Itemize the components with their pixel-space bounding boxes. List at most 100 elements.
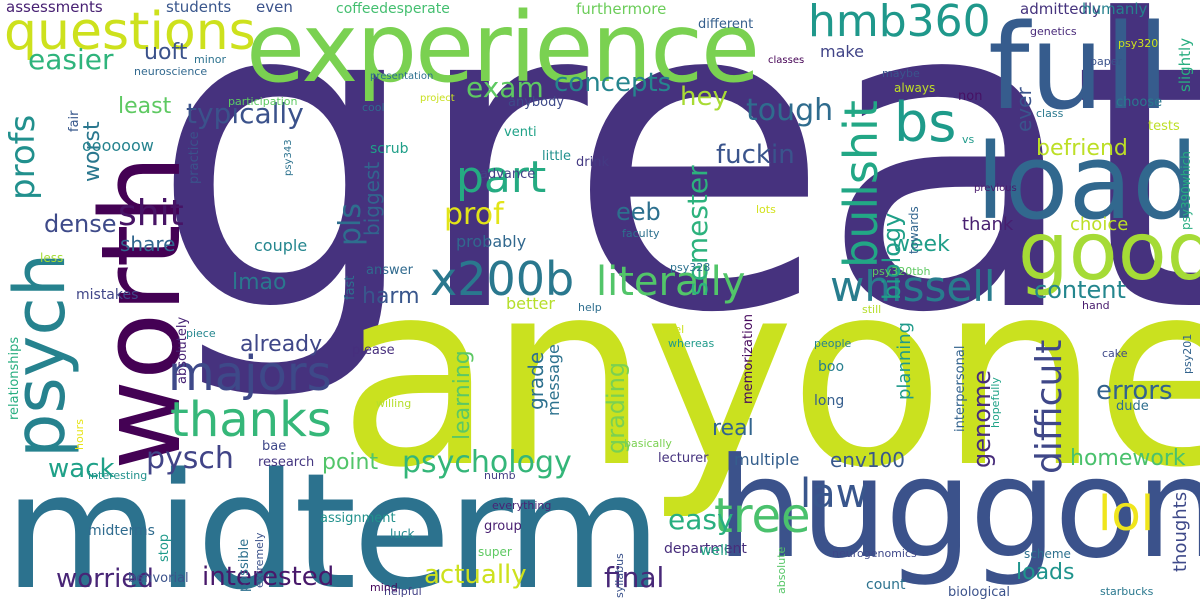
- word: behvorial: [128, 571, 189, 586]
- word: mistakes: [76, 287, 139, 303]
- word: least: [118, 94, 172, 119]
- word: probably: [456, 232, 527, 251]
- word: drink: [576, 155, 609, 170]
- word: pysch: [146, 441, 234, 476]
- word: psy201: [1181, 333, 1194, 374]
- word: x200b: [430, 252, 575, 306]
- word: genetics: [1030, 25, 1077, 38]
- word: advance: [480, 167, 536, 182]
- word: multiple: [734, 450, 800, 469]
- word: tests: [1148, 119, 1180, 134]
- word: research: [258, 455, 315, 470]
- word: everything: [492, 499, 552, 512]
- word: towards: [907, 206, 921, 254]
- word: prof: [444, 197, 504, 232]
- word: neuroscience: [134, 65, 208, 78]
- word: venti: [504, 125, 537, 140]
- word: grade: [524, 351, 548, 410]
- word: always: [894, 81, 936, 95]
- word: thoughts: [1170, 491, 1191, 572]
- word: thank: [962, 214, 1014, 235]
- word: env100: [830, 448, 905, 472]
- word: majors: [168, 346, 332, 402]
- word: easy: [668, 503, 734, 536]
- word: fast: [343, 275, 358, 300]
- word: concepts: [554, 68, 672, 98]
- word: count: [866, 577, 906, 593]
- word: make: [820, 42, 864, 61]
- word: ever: [1012, 87, 1036, 132]
- word: minor: [194, 53, 226, 66]
- word: lecturer: [658, 451, 709, 466]
- word: starbucks: [1100, 585, 1154, 598]
- word: answer: [366, 263, 413, 278]
- word: scrub: [370, 141, 409, 157]
- word: hours: [73, 419, 86, 450]
- word: psy328: [670, 261, 711, 274]
- word: practice: [187, 131, 202, 184]
- word: department: [664, 541, 747, 557]
- word: bae: [262, 439, 287, 454]
- word: bs: [894, 91, 957, 154]
- word: final: [604, 561, 665, 594]
- word: presentation: [370, 71, 434, 82]
- word: class: [1036, 107, 1064, 120]
- word: psy320tbh: [872, 265, 931, 278]
- word: cake: [1102, 347, 1128, 360]
- word: psy320: [1118, 37, 1159, 50]
- word: boo: [818, 359, 845, 375]
- word: fuckin: [716, 140, 795, 170]
- word: furthermore: [576, 0, 667, 18]
- word: students: [166, 0, 232, 16]
- word: hopefully: [989, 377, 1002, 428]
- word: already: [240, 332, 323, 357]
- word: cool: [362, 101, 385, 114]
- word: planning: [894, 321, 915, 400]
- word: super: [478, 545, 512, 559]
- word: typically: [186, 97, 304, 130]
- word: please: [352, 343, 395, 358]
- word: group: [484, 519, 522, 534]
- word: scheme: [1024, 547, 1071, 561]
- word: lots: [756, 203, 776, 216]
- word: difficult: [1029, 339, 1070, 474]
- word: anybody: [508, 95, 565, 110]
- word: piece: [186, 327, 216, 340]
- word: profs: [3, 114, 43, 200]
- word: part: [456, 152, 547, 203]
- word: still: [862, 303, 882, 316]
- word: absolute: [775, 546, 788, 594]
- word: midterm: [4, 438, 662, 600]
- word: hand: [1082, 299, 1110, 312]
- word: eeb: [616, 198, 661, 226]
- word: admittedly: [1020, 0, 1102, 18]
- word: message: [544, 344, 563, 416]
- word: whissell: [830, 262, 996, 311]
- word: psy343: [283, 139, 294, 176]
- word: easier: [28, 43, 114, 76]
- word: biggest: [360, 161, 384, 236]
- word: better: [506, 294, 555, 313]
- word: wack: [48, 454, 115, 484]
- word: questions: [4, 2, 256, 62]
- word: interested: [202, 562, 335, 592]
- word: midterms: [88, 523, 155, 539]
- word: previous: [974, 183, 1017, 194]
- word: numb: [484, 469, 516, 482]
- word: share: [120, 232, 176, 256]
- word: couple: [254, 236, 308, 255]
- word: uoft: [144, 40, 188, 65]
- word: interesting: [88, 469, 148, 482]
- word: tough: [746, 93, 834, 128]
- word: anyone: [338, 227, 1200, 524]
- word: lmao: [232, 270, 287, 295]
- word: full: [988, 0, 1170, 136]
- word: fair: [67, 110, 82, 133]
- word: assignment: [320, 511, 396, 526]
- word: less: [40, 251, 64, 265]
- word: huggon: [716, 428, 1200, 589]
- word: exam: [466, 71, 544, 104]
- word: humanly: [1082, 0, 1148, 18]
- word: extremely: [253, 532, 266, 589]
